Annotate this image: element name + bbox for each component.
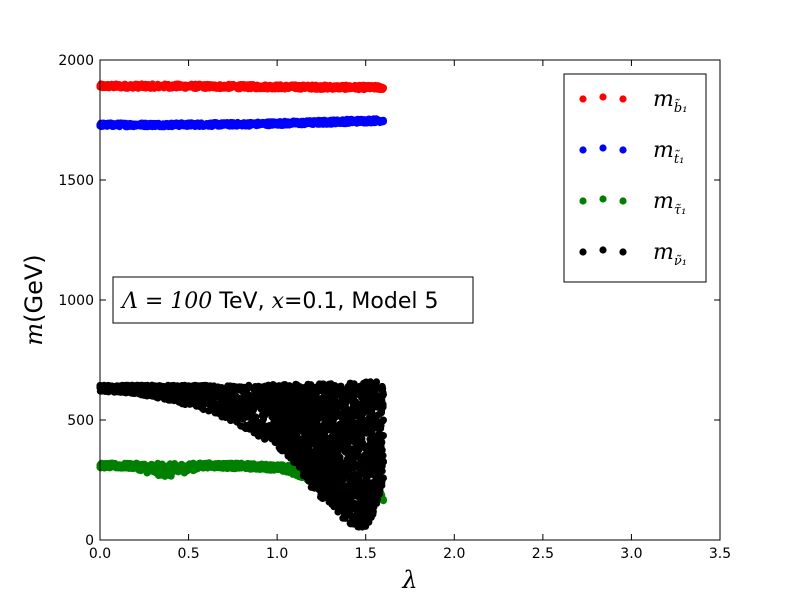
axis-ticks: 0.0 0.5 1.0 1.5 2.0 2.5 3.0 3.5 0 500 1000 1500 2000 [58,53,731,562]
scatter-point [379,402,387,410]
scatter-point [245,383,253,391]
legend-marker [599,195,607,203]
y-tick-label: 0 [85,533,94,549]
legend-label: mt̃₁ [653,138,684,167]
legend-marker [619,95,627,103]
scatter-point [378,446,386,454]
x-tick-label: 1.5 [355,546,377,562]
x-tick-label: 3.5 [709,546,731,562]
legend-marker [599,246,607,254]
annotation-box: Λ = 100 TeV, x=0.1, Model 5 [112,276,474,324]
scatter-point [350,380,358,388]
x-tick-label: 3.0 [620,546,642,562]
annotation-text: Λ = 100 TeV, x=0.1, Model 5 [120,289,438,314]
y-tick-label: 2000 [58,53,94,69]
x-tick-label: 0.5 [177,546,199,562]
x-tick-label: 0.0 [89,546,111,562]
legend-item-3: mν̃₁ [579,240,687,269]
legend: mb̃₁ mt̃₁ mτ̃₁ mν̃₁ [563,73,707,283]
scatter-point [379,116,387,124]
legend-marker [579,197,587,205]
legend-marker [579,248,587,256]
x-axis-label: λ [401,566,417,594]
scatter-point [379,416,387,424]
series-0-points [96,80,387,94]
legend-marker [619,146,627,154]
scatter-point [379,84,387,92]
legend-marker [579,146,587,154]
y-tick-label: 500 [67,413,94,429]
scatter-point [379,474,387,482]
scatter-point [378,467,386,475]
legend-item-1: mt̃₁ [579,138,684,167]
series-3-points [96,378,387,531]
scatter-point [378,481,386,489]
legend-label: mb̃₁ [653,87,687,116]
legend-label: mτ̃₁ [653,189,686,218]
scatter-point [379,452,387,460]
scatter-point [336,453,344,461]
legend-marker [599,93,607,101]
y-axis-label: m(GeV) [20,254,48,345]
scatter-point [379,458,387,466]
legend-marker [619,248,627,256]
series-1-points [96,115,387,131]
x-tick-label: 2.0 [443,546,465,562]
plot-area [96,80,387,531]
scatter-point [379,432,387,440]
legend-item-0: mb̃₁ [579,87,687,116]
x-tick-label: 2.5 [532,546,554,562]
x-tick-label: 1.0 [266,546,288,562]
legend-item-2: mτ̃₁ [579,189,686,218]
scatter-point [372,378,381,386]
y-tick-label: 1000 [58,293,94,309]
scatter-point [379,496,387,504]
scatter-point [379,390,387,399]
y-tick-label: 1500 [58,173,94,189]
legend-label: mν̃₁ [653,240,687,269]
legend-marker [599,144,607,152]
legend-marker [619,197,627,205]
legend-marker [579,95,587,103]
legend-box [563,73,707,283]
scatter-point [378,438,386,446]
